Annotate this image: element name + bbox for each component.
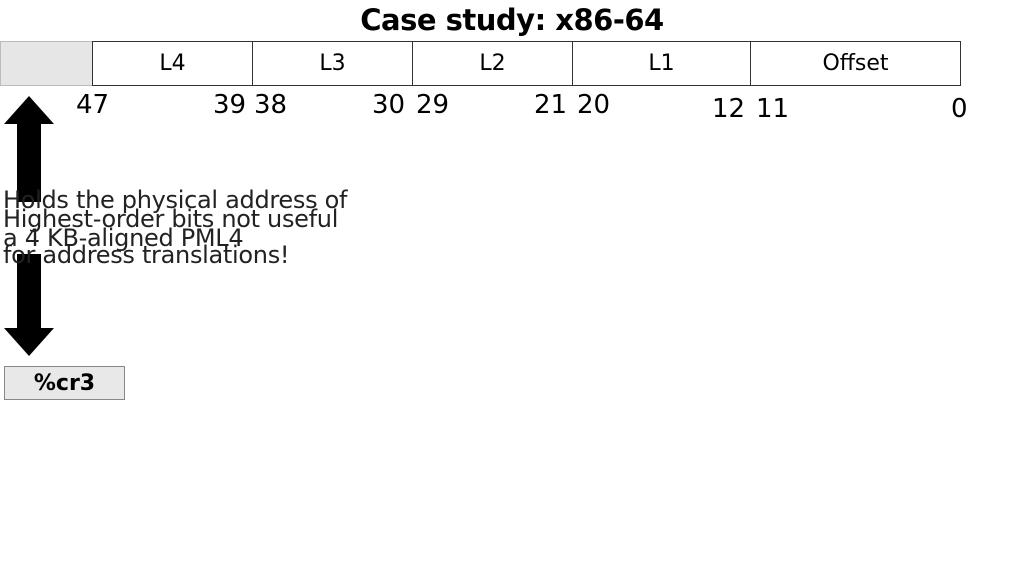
- slide-title: Case study: x86-64: [360, 3, 664, 37]
- field-offset: Offset: [750, 41, 961, 86]
- bit-21-label: 21: [534, 90, 568, 120]
- bit-11-label: 11: [756, 94, 790, 124]
- cr3-register-box: %cr3: [4, 366, 125, 400]
- bit-38-label: 38: [254, 90, 288, 120]
- bit-20-label: 20: [577, 90, 611, 120]
- bit-29-label: 29: [416, 90, 450, 120]
- cr3-note-line1: Holds the physical address of: [3, 186, 348, 214]
- unused-bits-note-line1: Highest-order bits not useful: [3, 205, 339, 233]
- bit-39-label: 39: [213, 90, 247, 120]
- virtual-address-fields: L4 L3 L2 L1 Offset: [0, 41, 961, 86]
- bit-0-label: 0: [951, 94, 968, 124]
- field-l1: L1: [572, 41, 751, 86]
- bit-12-label: 12: [712, 94, 746, 124]
- cr3-note-line2: a 4 KB-aligned PML4: [3, 224, 244, 252]
- double-arrow-icon: [4, 96, 54, 356]
- field-l2: L2: [412, 41, 573, 86]
- field-l3: L3: [252, 41, 413, 86]
- field-l4: L4: [92, 41, 253, 86]
- bit-47-label: 47: [76, 90, 110, 120]
- bit-30-label: 30: [372, 90, 406, 120]
- unused-bits-note-line2: for address translations!: [3, 241, 290, 269]
- field-unused-high-bits: [0, 41, 93, 86]
